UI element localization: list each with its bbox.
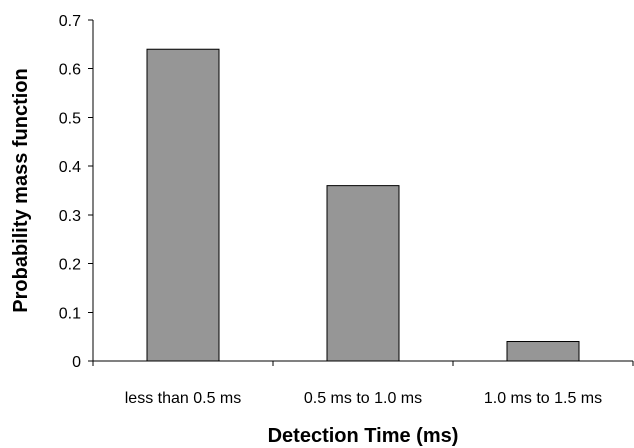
y-tick-label: 0.7 xyxy=(59,13,81,30)
x-axis-ticks: less than 0.5 ms 0.5 ms to 1.0 ms 1.0 ms t… xyxy=(92,361,634,407)
y-tick-label: 0.6 xyxy=(59,62,81,79)
y-tick-label: 0.3 xyxy=(59,208,81,225)
y-axis-title: Probability mass function xyxy=(10,68,32,312)
bar xyxy=(146,48,220,362)
y-tick-label: 0.1 xyxy=(59,305,81,322)
y-tick-label: 0.2 xyxy=(59,257,81,274)
x-category-label: 0.5 ms to 1.0 ms xyxy=(304,390,422,407)
bar xyxy=(326,185,400,362)
bars xyxy=(146,48,580,362)
x-category-label: less than 0.5 ms xyxy=(125,390,242,407)
y-tick-label: 0 xyxy=(72,354,81,371)
x-category-label: 1.0 ms to 1.5 ms xyxy=(484,390,602,407)
y-axis-ticks: 0 0.1 0.2 0.3 0.4 0.5 0.6 0.7 xyxy=(59,13,93,371)
y-tick-label: 0.4 xyxy=(59,159,81,176)
bar xyxy=(506,341,580,362)
y-tick-label: 0.5 xyxy=(59,110,81,127)
x-axis-title: Detection Time (ms) xyxy=(268,425,459,447)
